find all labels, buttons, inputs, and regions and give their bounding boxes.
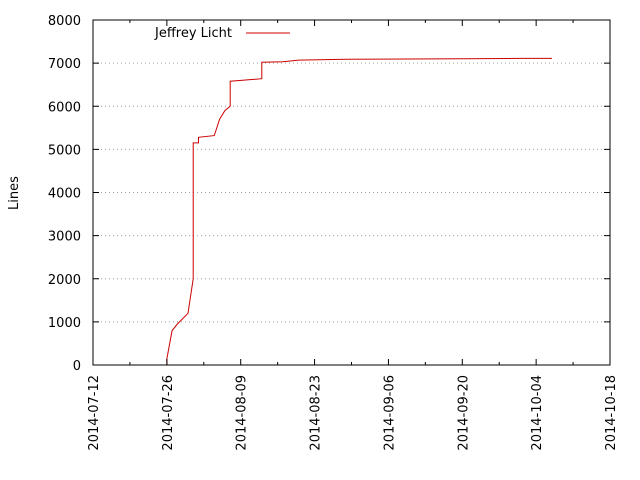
series-layer <box>166 57 552 365</box>
y-tick-label: 4000 <box>48 187 81 202</box>
series-line <box>166 57 552 365</box>
x-tick-label: 2014-07-12 <box>87 375 102 451</box>
y-tick-label: 0 <box>73 359 81 374</box>
x-tick-label: 2014-07-26 <box>161 375 176 451</box>
x-tick-label: 2014-09-20 <box>456 375 471 451</box>
x-tick-label: 2014-08-23 <box>309 375 324 451</box>
y-tick-label: 2000 <box>48 273 81 288</box>
y-axis-label: Lines <box>7 176 22 210</box>
y-tick-label: 7000 <box>48 57 81 72</box>
x-tick-label: 2014-08-09 <box>235 375 250 451</box>
y-tick-label: 3000 <box>48 230 81 245</box>
legend: Jeffrey Licht <box>154 26 290 41</box>
y-tick-label: 1000 <box>48 316 81 331</box>
x-tick-label: 2014-10-18 <box>604 375 619 451</box>
y-tick-label: 8000 <box>48 14 81 29</box>
grid-lines <box>93 62 610 323</box>
y-tick-label: 6000 <box>48 100 81 115</box>
x-tick-label: 2014-09-06 <box>382 375 397 451</box>
x-tick-label: 2014-10-04 <box>530 375 545 451</box>
legend-label: Jeffrey Licht <box>154 26 232 41</box>
plot-frame <box>92 19 611 366</box>
y-axis: 0 1000 2000 3000 4000 5000 6000 7000 8000 <box>48 14 610 374</box>
y-tick-label: 5000 <box>48 143 81 158</box>
x-axis: 2014-07-12 2014-07-26 2014-08-09 2014-08-23… <box>87 20 619 451</box>
